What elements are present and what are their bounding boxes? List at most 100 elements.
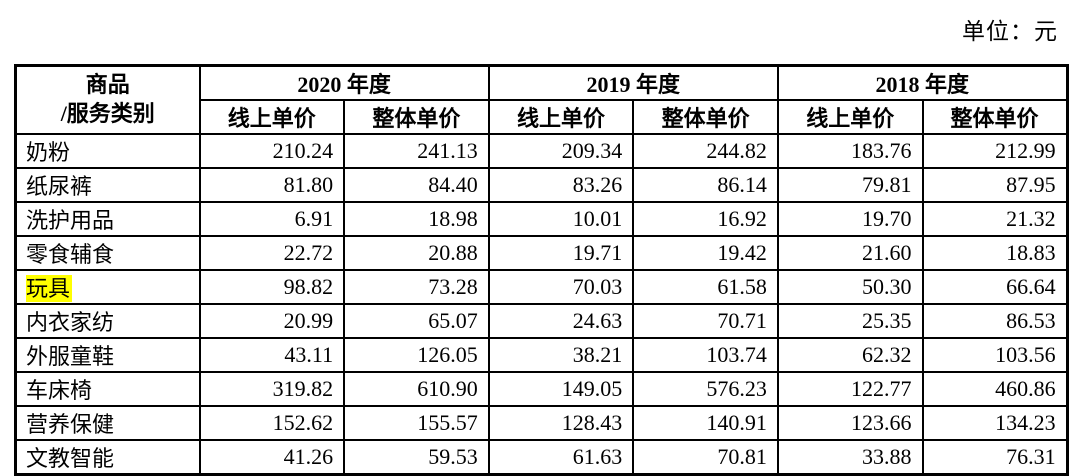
value-cell: 19.70 bbox=[776, 201, 924, 237]
category-label: 外服童鞋 bbox=[26, 344, 115, 369]
table-row: 洗护用品 6.91 18.98 10.01 16.92 19.70 21.32 bbox=[14, 201, 1069, 237]
subheader-overall-2020: 整体单价 bbox=[343, 99, 490, 135]
subheader-overall-2018: 整体单价 bbox=[921, 99, 1069, 135]
value-cell: 21.32 bbox=[921, 201, 1069, 237]
value-cell: 19.42 bbox=[632, 235, 779, 271]
value-cell: 50.30 bbox=[776, 269, 924, 305]
year-header-2019: 2019 年度 bbox=[487, 64, 779, 101]
table-row: 内衣家纺 20.99 65.07 24.63 70.71 25.35 86.53 bbox=[14, 303, 1069, 339]
value-cell: 210.24 bbox=[198, 133, 346, 169]
value-cell: 19.71 bbox=[487, 235, 635, 271]
subheader-row: 线上单价 整体单价 线上单价 整体单价 线上单价 整体单价 bbox=[16, 99, 1069, 135]
value-cell: 18.98 bbox=[343, 201, 490, 237]
category-header: 商品 /服务类别 bbox=[14, 64, 201, 135]
category-header-line1: 商品 bbox=[85, 72, 130, 98]
value-cell: 24.63 bbox=[487, 303, 635, 339]
value-cell: 122.77 bbox=[776, 371, 924, 407]
value-cell: 576.23 bbox=[632, 371, 779, 407]
value-cell: 76.31 bbox=[921, 439, 1069, 476]
value-cell: 41.26 bbox=[198, 439, 346, 476]
value-cell: 59.53 bbox=[343, 439, 490, 476]
subheader-online-2018: 线上单价 bbox=[776, 99, 924, 135]
value-cell: 66.64 bbox=[921, 269, 1069, 305]
value-cell: 152.62 bbox=[198, 405, 346, 441]
value-cell: 241.13 bbox=[343, 133, 490, 169]
table-body: 奶粉 210.24 241.13 209.34 244.82 183.76 212.99 纸尿… bbox=[14, 133, 1069, 476]
value-cell: 83.26 bbox=[487, 167, 635, 203]
year-header-row: 商品 /服务类别 2020 年度 2019 年度 2018 年度 bbox=[14, 64, 1069, 135]
category-cell: 营养保健 bbox=[14, 405, 201, 441]
value-cell: 20.88 bbox=[343, 235, 490, 271]
table-row: 车床椅 319.82 610.90 149.05 576.23 122.77 460.86 bbox=[14, 371, 1069, 407]
value-cell: 123.66 bbox=[776, 405, 924, 441]
table-row: 纸尿裤 81.80 84.40 83.26 86.14 79.81 87.95 bbox=[14, 167, 1069, 203]
category-label: 内衣家纺 bbox=[26, 310, 115, 335]
value-cell: 134.23 bbox=[921, 405, 1069, 441]
category-label: 车床椅 bbox=[26, 378, 93, 403]
value-cell: 70.81 bbox=[632, 439, 779, 476]
category-cell: 洗护用品 bbox=[14, 201, 201, 237]
category-cell: 外服童鞋 bbox=[14, 337, 201, 373]
table-row: 文教智能 41.26 59.53 61.63 70.81 33.88 76.31 bbox=[14, 439, 1069, 476]
category-cell: 车床椅 bbox=[14, 371, 201, 407]
value-cell: 6.91 bbox=[198, 201, 346, 237]
year-header-2018: 2018 年度 bbox=[776, 64, 1069, 101]
value-cell: 209.34 bbox=[487, 133, 635, 169]
category-cell: 零食辅食 bbox=[14, 235, 201, 271]
value-cell: 128.43 bbox=[487, 405, 635, 441]
value-cell: 33.88 bbox=[776, 439, 924, 476]
category-label: 纸尿裤 bbox=[26, 174, 93, 199]
value-cell: 18.83 bbox=[921, 235, 1069, 271]
value-cell: 70.71 bbox=[632, 303, 779, 339]
price-table: 商品 /服务类别 2020 年度 2019 年度 2018 年度 线上单价 整体… bbox=[14, 64, 1069, 476]
value-cell: 103.74 bbox=[632, 337, 779, 373]
table-row: 外服童鞋 43.11 126.05 38.21 103.74 62.32 103.56 bbox=[14, 337, 1069, 373]
value-cell: 79.81 bbox=[776, 167, 924, 203]
category-header-line2: /服务类别 bbox=[60, 101, 155, 126]
category-label: 奶粉 bbox=[26, 140, 71, 165]
category-label: 文教智能 bbox=[26, 446, 115, 471]
table-row: 奶粉 210.24 241.13 209.34 244.82 183.76 212.99 bbox=[14, 133, 1069, 169]
value-cell: 84.40 bbox=[343, 167, 490, 203]
value-cell: 460.86 bbox=[921, 371, 1069, 407]
value-cell: 149.05 bbox=[487, 371, 635, 407]
value-cell: 126.05 bbox=[343, 337, 490, 373]
category-label: 洗护用品 bbox=[26, 208, 115, 233]
value-cell: 62.32 bbox=[776, 337, 924, 373]
category-cell: 奶粉 bbox=[14, 133, 201, 169]
value-cell: 103.56 bbox=[921, 337, 1069, 373]
value-cell: 20.99 bbox=[198, 303, 346, 339]
table-row: 零食辅食 22.72 20.88 19.71 19.42 21.60 18.83 bbox=[14, 235, 1069, 271]
value-cell: 86.53 bbox=[921, 303, 1069, 339]
category-cell: 内衣家纺 bbox=[14, 303, 201, 339]
table-row: 玩具 98.82 73.28 70.03 61.58 50.30 66.64 bbox=[14, 269, 1069, 305]
value-cell: 319.82 bbox=[198, 371, 346, 407]
category-cell: 纸尿裤 bbox=[14, 167, 201, 203]
value-cell: 183.76 bbox=[776, 133, 924, 169]
category-cell: 玩具 bbox=[14, 269, 201, 305]
value-cell: 155.57 bbox=[343, 405, 490, 441]
value-cell: 61.63 bbox=[487, 439, 635, 476]
value-cell: 610.90 bbox=[343, 371, 490, 407]
value-cell: 25.35 bbox=[776, 303, 924, 339]
category-label: 零食辅食 bbox=[26, 242, 115, 267]
value-cell: 10.01 bbox=[487, 201, 635, 237]
value-cell: 73.28 bbox=[343, 269, 490, 305]
value-cell: 87.95 bbox=[921, 167, 1069, 203]
value-cell: 43.11 bbox=[198, 337, 346, 373]
year-header-2020: 2020 年度 bbox=[198, 64, 490, 101]
subheader-overall-2019: 整体单价 bbox=[632, 99, 779, 135]
value-cell: 61.58 bbox=[632, 269, 779, 305]
value-cell: 21.60 bbox=[776, 235, 924, 271]
table-header: 商品 /服务类别 2020 年度 2019 年度 2018 年度 线上单价 整体… bbox=[14, 64, 1069, 135]
value-cell: 86.14 bbox=[632, 167, 779, 203]
value-cell: 98.82 bbox=[198, 269, 346, 305]
value-cell: 70.03 bbox=[487, 269, 635, 305]
table-row: 营养保健 152.62 155.57 128.43 140.91 123.66 134.23 bbox=[14, 405, 1069, 441]
value-cell: 16.92 bbox=[632, 201, 779, 237]
value-cell: 81.80 bbox=[198, 167, 346, 203]
category-label: 营养保健 bbox=[26, 412, 115, 437]
value-cell: 244.82 bbox=[632, 133, 779, 169]
subheader-online-2019: 线上单价 bbox=[487, 99, 635, 135]
value-cell: 212.99 bbox=[921, 133, 1069, 169]
